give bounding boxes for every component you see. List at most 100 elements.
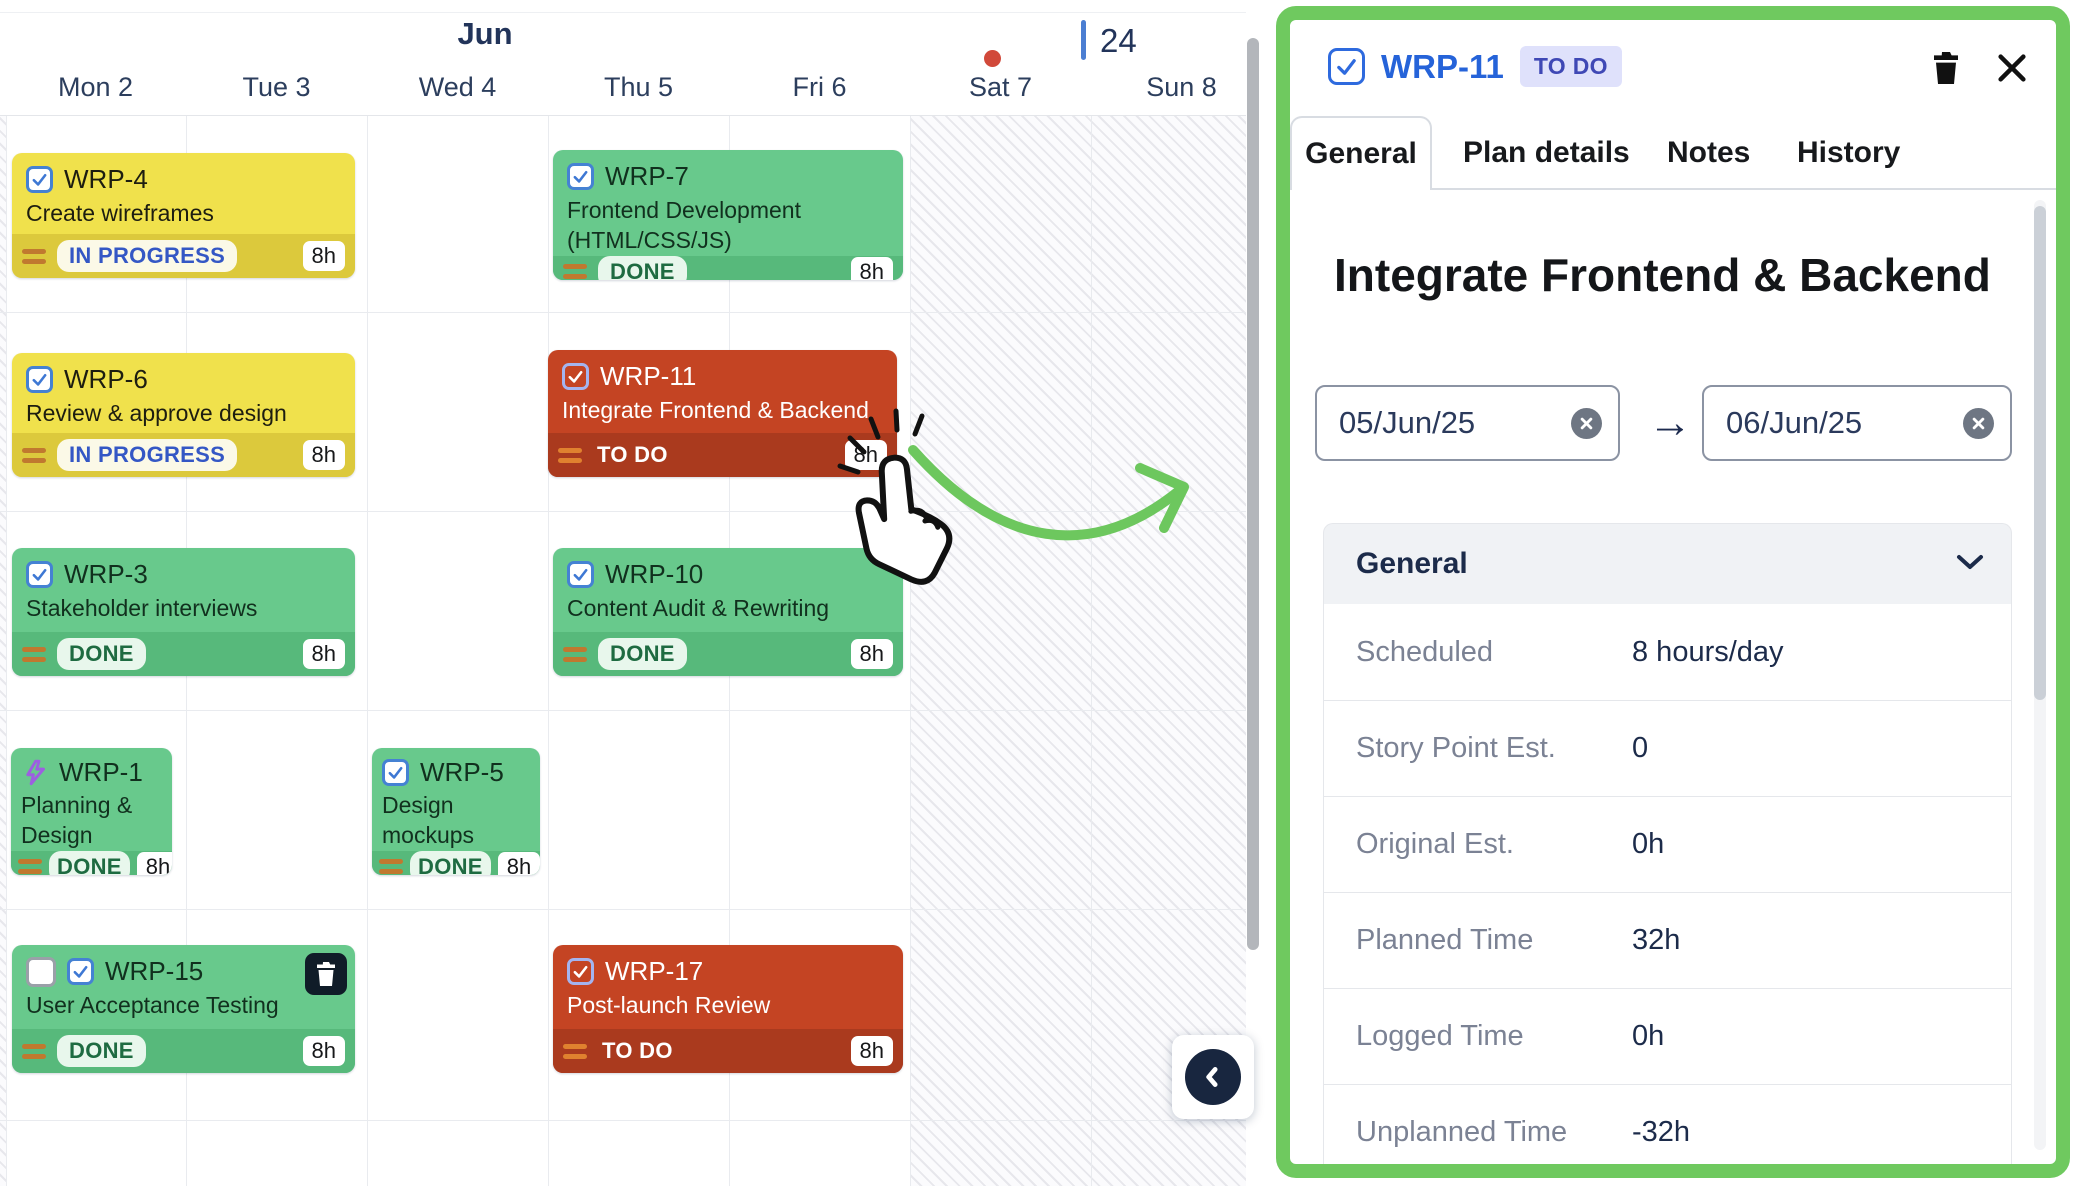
task-checkbox-icon [26,561,53,588]
field-row-story-point: Story Point Est. 0 [1324,700,2011,796]
task-detail-panel: WRP-11 TO DO General Plan details Notes … [1276,6,2070,1178]
delete-button[interactable] [1924,46,1968,90]
task-checkbox-icon [26,166,53,193]
status-badge: TO DO [597,442,668,467]
drag-handle-icon[interactable] [22,447,46,463]
grid-column-line [548,116,549,1186]
drag-handle-icon[interactable] [379,859,403,875]
end-date-input[interactable]: 06/Jun/25 [1702,385,2012,461]
task-card-wrp-4[interactable]: WRP-4 Create wireframes IN PROGRESS 8h [12,153,355,278]
task-title: Post-launch Review [567,992,771,1018]
drag-handle-icon[interactable] [22,1043,46,1059]
week-marker-bar [1081,20,1086,60]
grid-column-line [1091,116,1092,1186]
task-title-heading: Integrate Frontend & Backend [1334,249,1991,301]
drag-handle-icon[interactable] [18,859,42,875]
task-id: WRP-15 [105,956,204,986]
start-date-input[interactable]: 05/Jun/25 [1315,385,1620,461]
task-checkbox-icon [567,561,594,588]
grid-row-line [0,710,1246,711]
panel-header: WRP-11 TO DO [1328,46,1622,87]
task-card-wrp-3[interactable]: WRP-3 Stakeholder interviews DONE 8h [12,548,355,676]
close-icon[interactable] [1990,46,2034,90]
hours-badge: 8h [302,639,345,669]
section-title: General [1356,547,1468,580]
left-edge-hatch [0,116,6,1186]
select-checkbox[interactable] [26,956,56,987]
grid-column-line [367,116,368,1186]
day-header-mon: Mon 2 [57,72,134,102]
status-badge: DONE [57,1035,146,1067]
task-checkbox-icon [562,363,589,390]
task-id: WRP-4 [64,164,148,194]
task-card-wrp-1[interactable]: WRP-1 Planning & Design DONE 8h [11,748,172,875]
task-title: User Acceptance Testing [26,992,279,1018]
clear-date-icon[interactable] [1963,407,1994,439]
start-date-value: 05/Jun/25 [1339,405,1476,440]
grid-row-line [0,1120,1246,1121]
status-badge: DONE [49,850,130,875]
task-title: Review & approve design [26,400,287,426]
task-title: Stakeholder interviews [26,595,258,621]
weekend-hatch-area [910,116,1246,1186]
hours-badge: 8h [302,241,345,271]
hours-badge: 8h [850,1036,893,1066]
status-badge: IN PROGRESS [57,439,238,471]
task-title: Create wireframes [26,200,214,226]
drag-handle-icon[interactable] [558,447,582,463]
drag-handle-icon[interactable] [22,646,46,662]
hours-badge: 8h [850,256,893,280]
clear-date-icon[interactable] [1571,407,1602,439]
task-id: WRP-17 [605,956,704,986]
tab-general[interactable]: General [1290,116,1432,190]
status-badge: DONE [598,638,687,670]
task-id: WRP-10 [605,559,704,589]
drag-handle-icon[interactable] [563,1043,587,1059]
epic-bolt-icon [21,759,48,786]
drag-handle-icon[interactable] [563,264,587,280]
grid-row-line [0,909,1246,910]
calendar-scrollbar[interactable] [1247,38,1259,950]
field-row-planned-time: Planned Time 32h [1324,892,2011,988]
today-indicator-dot [984,50,1001,67]
tabs-divider [1432,188,2056,190]
task-card-wrp-11[interactable]: WRP-11 Integrate Frontend & Backend TO D… [548,350,897,477]
task-title: Integrate Frontend & Backend [562,397,869,423]
task-id: WRP-11 [600,361,697,391]
month-label: Jun [457,16,513,51]
task-checkbox-icon [567,958,594,985]
task-card-wrp-5[interactable]: WRP-5 Design mockups DONE 8h [372,748,540,875]
chevron-down-icon [1955,553,1985,576]
day-header-sun: Sun 8 [1146,72,1217,102]
field-row-scheduled: Scheduled 8 hours/day [1356,635,1784,668]
task-checkbox-icon [1328,48,1365,85]
delete-task-button[interactable] [305,953,347,995]
field-list: Scheduled 8 hours/day Story Point Est. 0 O… [1323,604,2012,1164]
hours-badge: 8h [844,440,887,470]
issue-key[interactable]: WRP-11 [1381,47,1504,85]
day-header-tue: Tue 3 [242,72,311,102]
field-row-unplanned-time: Unplanned Time -32h [1324,1084,2011,1164]
drag-handle-icon[interactable] [22,248,46,264]
hours-badge: 8h [850,639,893,669]
day-header-divider [0,115,1246,116]
task-card-wrp-10[interactable]: WRP-10 Content Audit & Rewriting DONE 8h [553,548,903,676]
tab-history[interactable]: History [1797,136,1901,169]
general-section-header[interactable]: General [1323,523,2012,604]
tab-plan-details[interactable]: Plan details [1463,136,1630,169]
grid-row-line [0,312,1246,313]
status-badge: TO DO [602,1038,673,1063]
panel-scrollbar[interactable] [2034,206,2046,700]
tab-notes[interactable]: Notes [1667,136,1751,169]
task-card-wrp-17[interactable]: WRP-17 Post-launch Review TO DO 8h [553,945,903,1073]
task-card-wrp-6[interactable]: WRP-6 Review & approve design IN PROGRES… [12,353,355,477]
task-card-wrp-7[interactable]: WRP-7 Frontend Development (HTML/CSS/JS)… [553,150,903,280]
collapse-panel-button[interactable] [1172,1035,1254,1119]
drag-handle-icon[interactable] [563,646,587,662]
hours-badge: 8h [302,440,345,470]
task-card-wrp-15[interactable]: WRP-15 User Acceptance Testing DONE 8h [12,945,355,1073]
task-title: Frontend Development (HTML/CSS/JS) [567,197,801,253]
hours-badge: 8h [497,851,540,875]
task-checkbox-icon [567,163,594,190]
status-badge: IN PROGRESS [57,240,238,272]
